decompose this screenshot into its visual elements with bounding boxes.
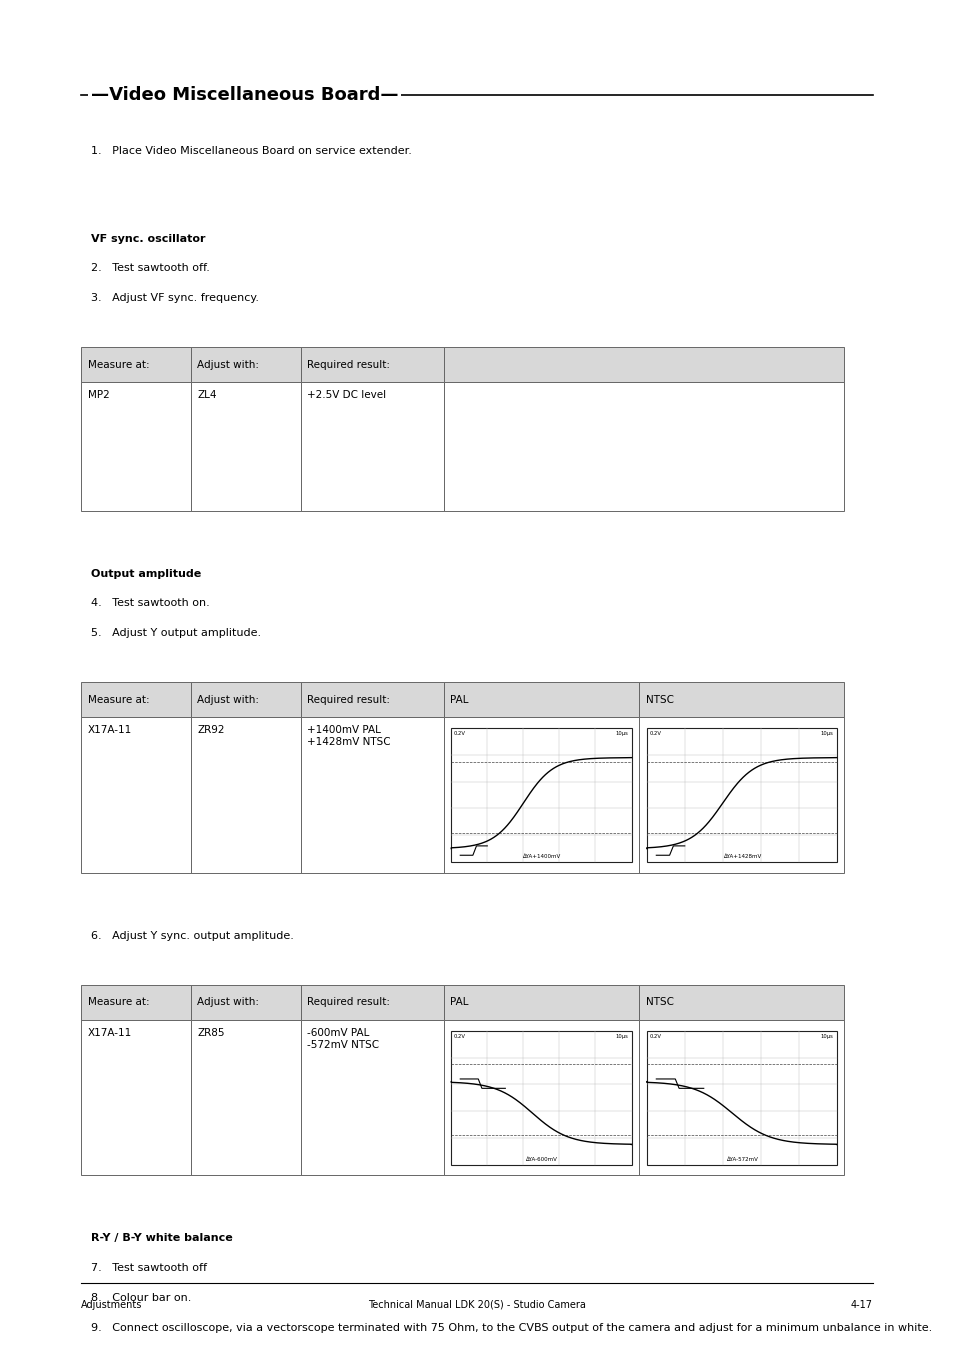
Text: ∆YA-600mV: ∆YA-600mV — [525, 1156, 557, 1162]
Bar — [443, 985, 639, 1020]
Bar — [300, 382, 443, 511]
Text: MP2: MP2 — [88, 390, 110, 400]
Text: +1400mV PAL
+1428mV NTSC: +1400mV PAL +1428mV NTSC — [307, 725, 391, 747]
Text: NTSC: NTSC — [645, 694, 673, 705]
Bar — [81, 717, 191, 873]
Text: R-Y / B-Y white balance: R-Y / B-Y white balance — [91, 1233, 233, 1243]
Text: 8.   Colour bar on.: 8. Colour bar on. — [91, 1293, 191, 1302]
Text: NTSC: NTSC — [645, 997, 673, 1008]
Bar — [191, 682, 300, 717]
Text: ZR85: ZR85 — [197, 1028, 225, 1038]
Text: 9.   Connect oscilloscope, via a vectorscope terminated with 75 Ohm, to the CVBS: 9. Connect oscilloscope, via a vectorsco… — [91, 1323, 931, 1332]
Text: 0.2V: 0.2V — [454, 1034, 466, 1039]
Bar — [443, 382, 843, 511]
Bar — [443, 1020, 639, 1175]
Bar — [81, 985, 191, 1020]
Text: PAL: PAL — [450, 997, 468, 1008]
Text: 1.   Place Video Miscellaneous Board on service extender.: 1. Place Video Miscellaneous Board on se… — [91, 146, 411, 155]
Bar — [451, 728, 631, 862]
Text: ∆YA+1400mV: ∆YA+1400mV — [521, 854, 560, 859]
Text: Measure at:: Measure at: — [88, 359, 150, 370]
Text: PAL: PAL — [450, 694, 468, 705]
Text: 10μs: 10μs — [616, 1034, 628, 1039]
Text: -600mV PAL
-572mV NTSC: -600mV PAL -572mV NTSC — [307, 1028, 379, 1050]
Bar — [191, 382, 300, 511]
Text: Adjust with:: Adjust with: — [197, 359, 259, 370]
Bar — [191, 1020, 300, 1175]
Text: Adjustments: Adjustments — [81, 1300, 142, 1309]
Text: 7.   Test sawtooth off: 7. Test sawtooth off — [91, 1263, 207, 1273]
Text: 0.2V: 0.2V — [649, 1034, 661, 1039]
Text: —Video Miscellaneous Board—: —Video Miscellaneous Board— — [91, 85, 397, 104]
Bar — [443, 347, 843, 382]
Bar — [639, 682, 843, 717]
Text: 5.   Adjust Y output amplitude.: 5. Adjust Y output amplitude. — [91, 628, 260, 638]
Bar — [639, 717, 843, 873]
Bar — [300, 717, 443, 873]
Text: Required result:: Required result: — [307, 359, 390, 370]
Bar — [639, 985, 843, 1020]
Text: 0.2V: 0.2V — [649, 731, 661, 736]
Text: Output amplitude: Output amplitude — [91, 569, 201, 578]
Text: Required result:: Required result: — [307, 997, 390, 1008]
Text: Technical Manual LDK 20(S) - Studio Camera: Technical Manual LDK 20(S) - Studio Came… — [368, 1300, 585, 1309]
Bar — [443, 717, 639, 873]
Text: Adjust with:: Adjust with: — [197, 997, 259, 1008]
Bar — [300, 1020, 443, 1175]
Text: 6.   Adjust Y sync. output amplitude.: 6. Adjust Y sync. output amplitude. — [91, 931, 294, 940]
Text: X17A-11: X17A-11 — [88, 1028, 132, 1038]
Text: 10μs: 10μs — [616, 731, 628, 736]
Bar — [191, 347, 300, 382]
Bar — [81, 347, 191, 382]
Text: ZL4: ZL4 — [197, 390, 216, 400]
Text: 10μs: 10μs — [821, 1034, 833, 1039]
Text: Measure at:: Measure at: — [88, 694, 150, 705]
Bar — [300, 985, 443, 1020]
Text: ∆YA-572mV: ∆YA-572mV — [725, 1156, 757, 1162]
Text: Adjust with:: Adjust with: — [197, 694, 259, 705]
Bar — [191, 985, 300, 1020]
Bar — [646, 728, 836, 862]
Bar — [443, 682, 639, 717]
Bar — [81, 682, 191, 717]
Bar — [191, 717, 300, 873]
Text: X17A-11: X17A-11 — [88, 725, 132, 735]
Bar — [646, 1031, 836, 1165]
Text: Required result:: Required result: — [307, 694, 390, 705]
Text: 10μs: 10μs — [821, 731, 833, 736]
Bar — [451, 1031, 631, 1165]
Text: VF sync. oscillator: VF sync. oscillator — [91, 234, 205, 243]
Bar — [300, 347, 443, 382]
Bar — [300, 682, 443, 717]
Text: 2.   Test sawtooth off.: 2. Test sawtooth off. — [91, 263, 210, 273]
Text: 0.2V: 0.2V — [454, 731, 466, 736]
Text: +2.5V DC level: +2.5V DC level — [307, 390, 386, 400]
Text: ZR92: ZR92 — [197, 725, 225, 735]
Text: 3.   Adjust VF sync. frequency.: 3. Adjust VF sync. frequency. — [91, 293, 258, 303]
Text: ∆YA+1428mV: ∆YA+1428mV — [721, 854, 760, 859]
Bar — [81, 382, 191, 511]
Bar — [639, 1020, 843, 1175]
Text: 4.   Test sawtooth on.: 4. Test sawtooth on. — [91, 598, 209, 608]
Text: Measure at:: Measure at: — [88, 997, 150, 1008]
Bar — [81, 1020, 191, 1175]
Text: 4-17: 4-17 — [850, 1300, 872, 1309]
